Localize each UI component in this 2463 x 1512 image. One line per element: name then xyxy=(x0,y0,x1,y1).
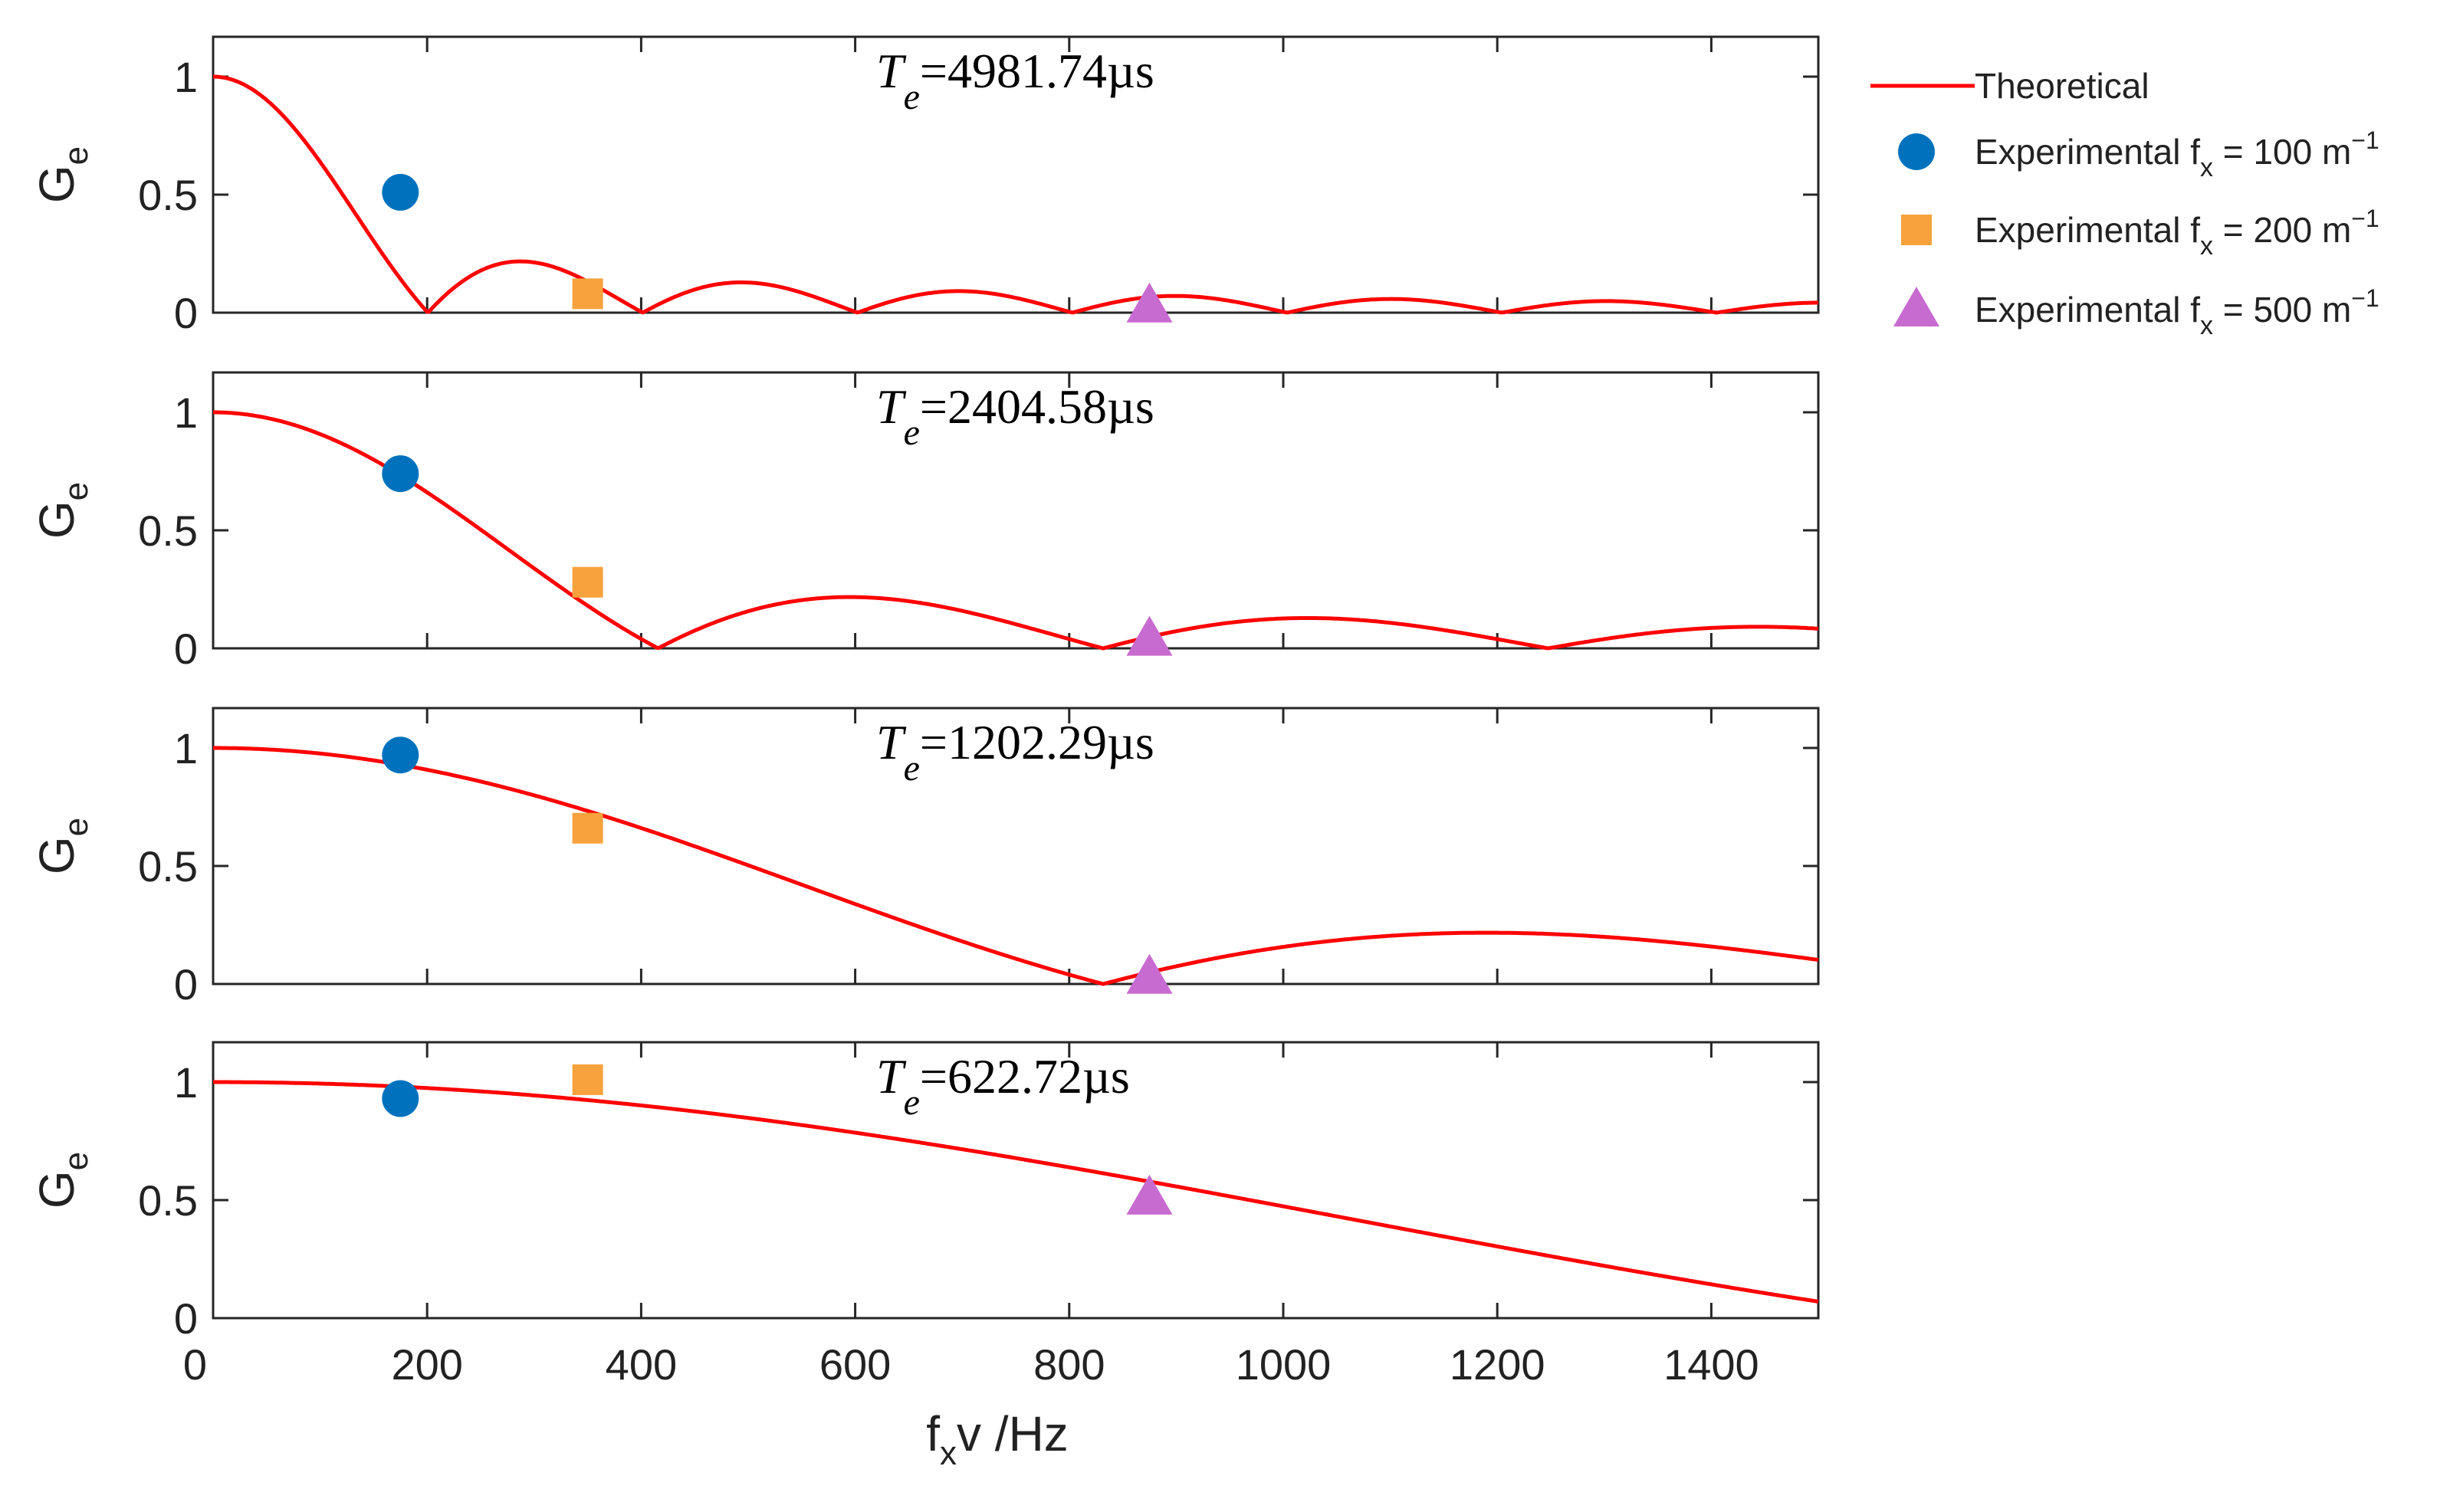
y-tick-label: 0 xyxy=(174,960,198,1009)
y-tick-label: 0.5 xyxy=(138,171,198,219)
panel-frame xyxy=(212,371,1820,650)
legend: Theoretical Experimental fx = 100 m−1 Expe… xyxy=(1870,66,2379,340)
panel-2: 0 0.5 1 Ge Te=2404.58µs xyxy=(29,371,1820,673)
panel-1: 0 0.5 1 Ge Te=4981.74µs xyxy=(29,35,1820,337)
legend-entry-theory: Theoretical xyxy=(1870,66,2149,106)
legend-marker xyxy=(1893,287,1939,326)
legend-marker xyxy=(1901,215,1932,245)
y-tick-label: 1 xyxy=(174,53,198,101)
te-annotation: Te=4981.74µs xyxy=(876,44,1154,117)
x-tick-label: 1000 xyxy=(1236,1340,1332,1389)
experimental-point-fx100 xyxy=(382,173,419,211)
x-tick-label: 1200 xyxy=(1450,1340,1545,1389)
panel-frame xyxy=(212,1041,1820,1320)
legend-marker xyxy=(1898,133,1935,170)
experimental-point-fx500 xyxy=(1126,282,1173,323)
y-tick-label: 0.5 xyxy=(138,507,198,555)
x-tick-label: 400 xyxy=(606,1340,677,1389)
experimental-point-fx200 xyxy=(572,278,603,310)
legend-entry-fx500: Experimental fx = 500 m−1 xyxy=(1893,284,2379,340)
y-tick-label: 0 xyxy=(174,625,198,673)
experimental-point-fx200 xyxy=(572,566,603,598)
panel-frame xyxy=(212,35,1820,314)
y-tick-label: 1 xyxy=(174,724,198,772)
legend-entry-fx200: Experimental fx = 200 m−1 xyxy=(1901,205,2379,261)
panel-3: 0 0.5 1 Ge Te=1202.29µs xyxy=(29,707,1820,1009)
panels-group: 00.51GeTe=4981.74µs00.51GeTe=2404.58µs00… xyxy=(29,35,1820,1343)
y-axis-label: Ge xyxy=(29,1152,95,1209)
experimental-point-fx200 xyxy=(572,812,603,844)
y-tick-label: 1 xyxy=(174,1058,198,1107)
x-axis: 0 200 400 600 800 1000 1200 1400 xyxy=(183,1340,1759,1389)
x-tick-label: 600 xyxy=(819,1340,891,1389)
x-axis-label: fxv /Hz xyxy=(926,1406,1069,1472)
experimental-point-fx100 xyxy=(382,1080,419,1117)
te-annotation: Te=622.72µs xyxy=(876,1049,1130,1123)
legend-label: Experimental fx = 500 m−1 xyxy=(1975,284,2379,340)
panel-frame xyxy=(212,707,1820,986)
experimental-point-fx200 xyxy=(572,1064,603,1095)
y-tick-label: 0.5 xyxy=(138,1176,198,1225)
x-tick-label: 1400 xyxy=(1663,1340,1759,1389)
theoretical-curve xyxy=(213,74,1818,315)
y-tick-label: 0.5 xyxy=(138,842,198,890)
y-axis-label: Ge xyxy=(29,146,95,203)
theoretical-curve xyxy=(213,746,1819,986)
y-axis-label: Ge xyxy=(29,818,95,874)
panel-4: 0 0.5 1 Ge Te=622.72µs xyxy=(29,1041,1820,1343)
y-tick-label: 0 xyxy=(174,1294,198,1343)
legend-entry-fx100: Experimental fx = 100 m−1 xyxy=(1898,126,2379,182)
theoretical-curve xyxy=(213,1080,1819,1304)
y-tick-label: 0 xyxy=(174,289,198,337)
te-annotation: Te=2404.58µs xyxy=(876,379,1154,453)
legend-label: Experimental fx = 100 m−1 xyxy=(1975,126,2379,182)
experimental-point-fx100 xyxy=(382,736,419,774)
x-tick-label: 800 xyxy=(1033,1340,1105,1389)
te-annotation: Te=1202.29µs xyxy=(876,715,1154,789)
legend-label: Experimental fx = 200 m−1 xyxy=(1975,205,2379,261)
experimental-point-fx100 xyxy=(382,455,419,493)
y-tick-label: 1 xyxy=(174,389,198,437)
experimental-point-fx500 xyxy=(1126,1174,1173,1215)
x-tick-label: 0 xyxy=(183,1340,207,1389)
legend-label: Theoretical xyxy=(1975,66,2149,106)
experimental-point-fx500 xyxy=(1126,615,1173,656)
experimental-point-fx500 xyxy=(1126,953,1173,994)
y-axis-label: Ge xyxy=(29,482,95,539)
theoretical-curve xyxy=(213,410,1819,651)
x-tick-label: 200 xyxy=(391,1340,462,1389)
